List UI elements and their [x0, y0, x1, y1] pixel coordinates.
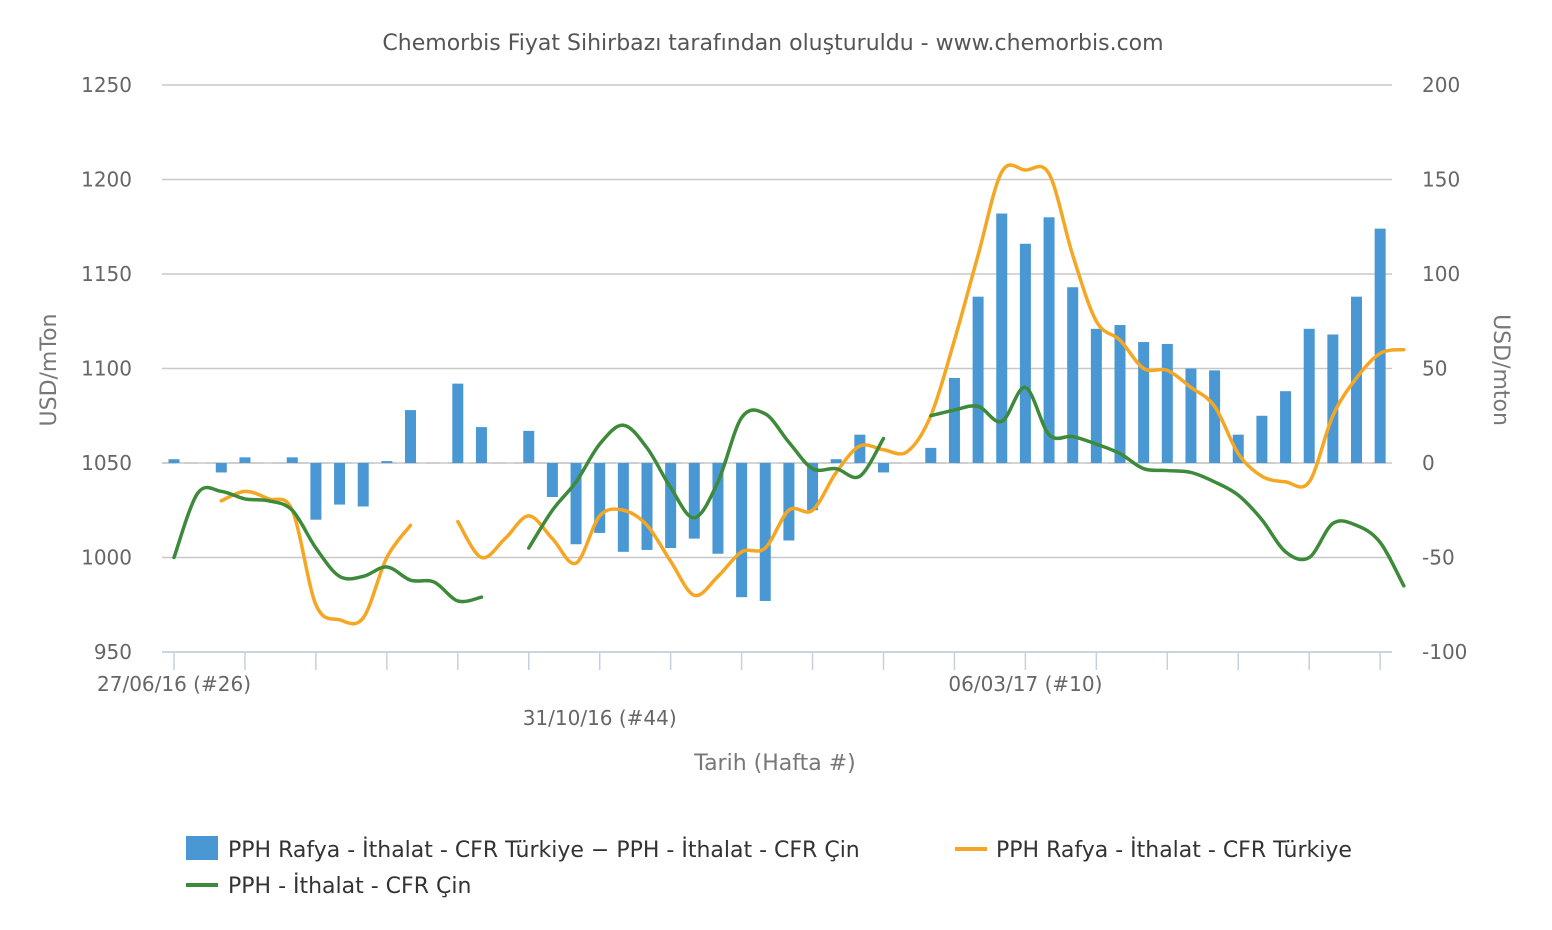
- right-axis-title: USD/mton: [1488, 314, 1513, 426]
- bar: [712, 463, 724, 554]
- bar: [546, 463, 558, 498]
- right-tick-label: -100: [1422, 640, 1467, 664]
- bar: [807, 463, 819, 511]
- bar: [830, 459, 842, 463]
- bar-series: [168, 213, 1386, 601]
- left-tick-label: 950: [94, 640, 132, 664]
- bar: [357, 463, 369, 507]
- right-tick-label: 50: [1422, 357, 1447, 381]
- bar: [617, 463, 629, 552]
- bar: [783, 463, 795, 541]
- bar: [925, 447, 937, 463]
- bar: [1209, 370, 1221, 463]
- chart-title: Chemorbis Fiyat Sihirbazı tarafından olu…: [382, 31, 1163, 56]
- bar: [1185, 368, 1197, 463]
- bar: [688, 463, 700, 539]
- right-tick-label: -50: [1422, 546, 1455, 570]
- bar: [1090, 328, 1102, 463]
- right-tick-label: 150: [1422, 168, 1460, 192]
- turkey-line: [456, 163, 1406, 598]
- bar-swatch-icon: [186, 836, 218, 860]
- left-tick-label: 1150: [81, 262, 132, 286]
- bar: [1114, 325, 1126, 463]
- bar: [1327, 334, 1339, 463]
- bar: [641, 463, 653, 550]
- bar: [1232, 434, 1244, 463]
- bar: [168, 459, 180, 463]
- bar: [286, 457, 298, 463]
- bar: [475, 427, 487, 463]
- bar: [1303, 328, 1315, 463]
- bar: [996, 213, 1008, 463]
- left-tick-label: 1050: [81, 451, 132, 475]
- turkey-line: [219, 489, 413, 626]
- bar: [1019, 243, 1031, 463]
- x-tick-label: 06/03/17 (#10): [948, 672, 1102, 696]
- bar: [452, 383, 464, 463]
- bar: [759, 463, 771, 601]
- legend-item-china[interactable]: PPH - İthalat - CFR Çin: [228, 873, 471, 899]
- bar: [215, 463, 227, 473]
- right-tick-label: 100: [1422, 262, 1460, 286]
- bar: [972, 296, 984, 463]
- right-tick-label: 0: [1422, 451, 1435, 475]
- left-tick-label: 1100: [81, 357, 132, 381]
- bar: [405, 410, 416, 463]
- bar: [1138, 342, 1150, 463]
- legend: PPH Rafya - İthalat - CFR Türkiye − PPH …: [186, 836, 1352, 899]
- left-tick-label: 1000: [81, 546, 132, 570]
- bar: [736, 463, 748, 598]
- right-tick-label: 200: [1422, 73, 1460, 97]
- bar: [310, 463, 322, 520]
- bar: [948, 377, 960, 463]
- bar: [381, 461, 393, 463]
- bar: [1280, 391, 1292, 463]
- left-tick-label: 1200: [81, 168, 132, 192]
- bar: [1161, 343, 1173, 463]
- china-line: [929, 385, 1406, 588]
- left-axis-title: USD/mTon: [37, 314, 62, 427]
- bar: [1043, 217, 1055, 463]
- legend-item-turkey[interactable]: PPH Rafya - İthalat - CFR Türkiye: [996, 837, 1352, 863]
- bar: [854, 434, 866, 463]
- bar: [1374, 228, 1386, 463]
- grid-lines: [162, 84, 1392, 653]
- x-tick-label: 27/06/16 (#26): [97, 672, 251, 696]
- china-line: [172, 485, 484, 604]
- bar: [665, 463, 677, 549]
- left-axis-ticks: 950 1000 1050 1100 1150 1200 1250: [81, 73, 132, 664]
- right-axis-ticks: -100 -50 0 50 100 150 200: [1422, 73, 1467, 664]
- bar: [334, 463, 346, 505]
- bar: [239, 457, 251, 463]
- line-series: [172, 163, 1406, 626]
- x-axis: 27/06/16 (#26) 31/10/16 (#44) 06/03/17 (#1…: [97, 651, 1392, 730]
- bar: [570, 463, 582, 545]
- bar: [523, 430, 535, 463]
- legend-item-bar[interactable]: PPH Rafya - İthalat - CFR Türkiye − PPH …: [228, 837, 860, 863]
- bar: [878, 463, 889, 473]
- left-tick-label: 1250: [81, 73, 132, 97]
- bar: [1067, 287, 1079, 463]
- bar: [594, 463, 606, 533]
- china-line: [527, 408, 886, 550]
- bar: [1256, 415, 1268, 463]
- x-tick-label: 31/10/16 (#44): [523, 706, 677, 730]
- x-axis-title: Tarih (Hafta #): [693, 751, 855, 776]
